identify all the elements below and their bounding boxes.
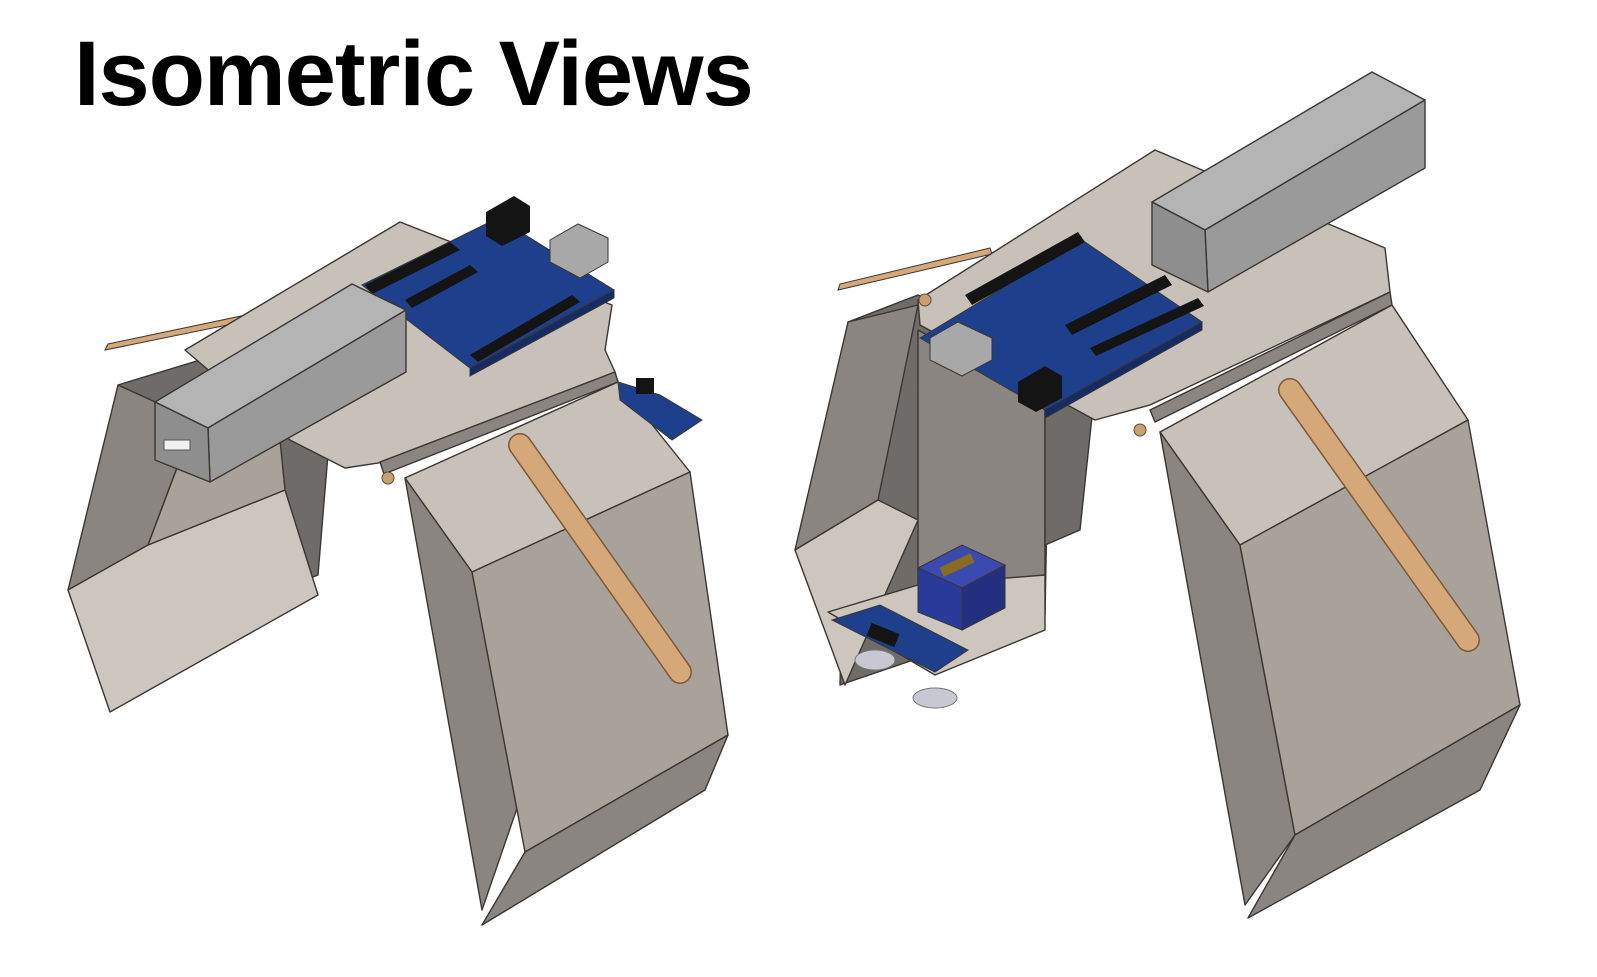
left-view — [67, 196, 729, 926]
bolt-left — [381, 471, 395, 485]
bolt-right-1 — [1133, 423, 1147, 437]
arduino-header-bottom — [470, 295, 580, 362]
arduino-header-top — [365, 242, 460, 294]
battery-port — [163, 439, 191, 451]
sensor-header — [636, 378, 654, 394]
right-panel-bottom-right — [1247, 704, 1521, 919]
sensor-header-right — [866, 622, 900, 648]
servo-label — [939, 553, 975, 577]
popsicle-stick-right — [1278, 378, 1480, 652]
dc-jack-right — [1018, 366, 1062, 412]
bolt-right-2 — [918, 293, 932, 307]
servo-side — [961, 564, 1006, 631]
arduino-header-bottom-right — [1090, 298, 1204, 356]
arduino-chip — [405, 265, 478, 308]
page-title: Isometric Views — [74, 23, 754, 125]
usb-port-right — [929, 321, 993, 377]
skewer-stick-right — [837, 247, 993, 291]
arduino-board-edge-right — [1044, 321, 1203, 419]
ultrasonic-board — [830, 604, 969, 673]
dc-jack — [486, 196, 530, 246]
arduino-board-edge — [469, 289, 615, 377]
arduino-header-top-right — [965, 232, 1085, 305]
left-wing-lower — [67, 489, 319, 713]
right-panel-bottom — [481, 734, 729, 926]
usb-port — [549, 223, 609, 279]
battery-end-right — [1151, 201, 1209, 293]
arduino-chip-right — [1065, 275, 1172, 335]
transducer-2 — [912, 687, 958, 709]
popsicle-stick — [508, 433, 692, 684]
right-view — [794, 71, 1521, 919]
transducer-1 — [854, 649, 896, 671]
